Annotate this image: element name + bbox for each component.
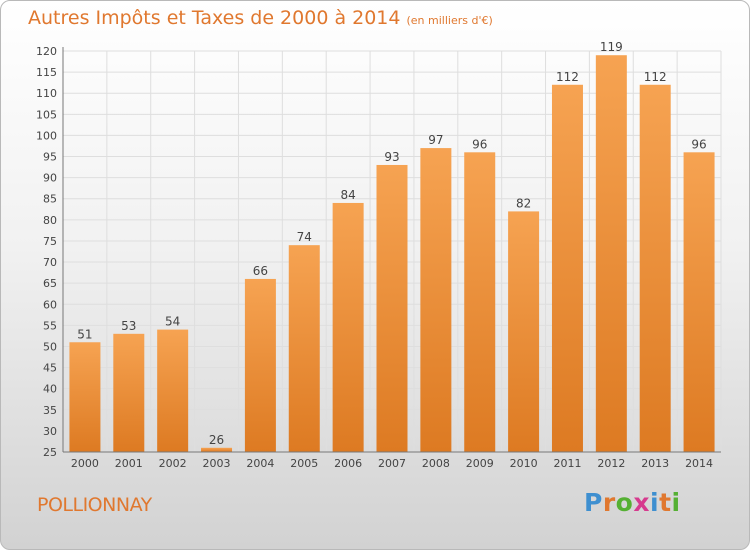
value-label: 112: [556, 70, 579, 84]
value-label: 53: [121, 319, 136, 333]
value-label: 112: [644, 70, 667, 84]
bar: [508, 211, 540, 452]
y-tick-label: 55: [43, 319, 57, 332]
value-label: 84: [340, 188, 355, 202]
logo-letter: i: [650, 488, 660, 517]
chart-title: Autres Impôts et Taxes de 2000 à 2014: [28, 7, 401, 29]
value-label: 54: [165, 315, 180, 329]
y-tick-label: 110: [36, 87, 57, 100]
value-label: 51: [77, 327, 92, 341]
value-label: 93: [384, 150, 399, 164]
bar: [639, 84, 671, 452]
x-tick-label: 2013: [641, 457, 669, 470]
x-tick-label: 2014: [685, 457, 713, 470]
logo-letter: P: [584, 488, 603, 517]
x-tick-label: 2000: [71, 457, 99, 470]
y-tick-label: 80: [43, 214, 57, 227]
bar: [244, 278, 276, 452]
bar: [376, 164, 408, 452]
bar: [420, 148, 452, 452]
x-tick-label: 2009: [466, 457, 494, 470]
y-tick-label: 35: [43, 404, 57, 417]
x-tick-label: 2005: [290, 457, 318, 470]
bar: [464, 152, 496, 452]
x-tick-label: 2010: [510, 457, 538, 470]
value-label: 96: [691, 137, 706, 151]
y-tick-label: 115: [36, 66, 57, 79]
y-tick-label: 40: [43, 383, 57, 396]
bar: [332, 202, 364, 452]
bar: [288, 245, 320, 452]
logo-letter: t: [659, 488, 672, 517]
bar: [683, 152, 715, 452]
bar: [551, 84, 583, 452]
value-label: 26: [209, 433, 224, 447]
value-label: 119: [600, 40, 623, 54]
x-tick-label: 2012: [597, 457, 625, 470]
bar: [201, 447, 233, 452]
chart-title-block: Autres Impôts et Taxes de 2000 à 2014 (en…: [28, 7, 493, 29]
y-tick-label: 75: [43, 235, 57, 248]
y-tick-label: 85: [43, 193, 57, 206]
bar: [113, 333, 145, 452]
y-tick-label: 90: [43, 172, 57, 185]
x-tick-label: 2008: [422, 457, 450, 470]
y-tick-label: 25: [43, 446, 57, 459]
value-label: 82: [516, 196, 531, 210]
x-tick-label: 2007: [378, 457, 406, 470]
y-tick-label: 105: [36, 108, 57, 121]
value-label: 66: [253, 264, 268, 278]
x-tick-label: 2003: [203, 457, 231, 470]
bar: [157, 329, 189, 452]
value-label: 96: [472, 137, 487, 151]
x-tick-label: 2006: [334, 457, 362, 470]
x-tick-label: 2004: [246, 457, 274, 470]
y-tick-label: 60: [43, 298, 57, 311]
y-tick-label: 100: [36, 129, 57, 142]
y-tick-label: 120: [36, 45, 57, 58]
logo-letter: x: [633, 488, 650, 517]
proxiti-logo: Proxiti: [584, 488, 681, 517]
x-tick-label: 2002: [159, 457, 187, 470]
logo-letter: o: [615, 488, 634, 517]
value-label: 97: [428, 133, 443, 147]
x-tick-label: 2001: [115, 457, 143, 470]
y-tick-label: 45: [43, 362, 57, 375]
bar: [69, 342, 101, 452]
logo-letter: r: [602, 488, 616, 517]
logo-letter: i: [671, 488, 681, 517]
y-tick-label: 30: [43, 425, 57, 438]
bar: [595, 55, 627, 452]
commune-name: POLLIONNAY: [37, 494, 152, 516]
y-tick-label: 50: [43, 340, 57, 353]
y-tick-label: 95: [43, 151, 57, 164]
y-tick-label: 70: [43, 256, 57, 269]
x-tick-label: 2011: [553, 457, 581, 470]
unit-note: (en milliers d'€): [406, 14, 493, 27]
value-label: 74: [297, 230, 312, 244]
y-tick-label: 65: [43, 277, 57, 290]
